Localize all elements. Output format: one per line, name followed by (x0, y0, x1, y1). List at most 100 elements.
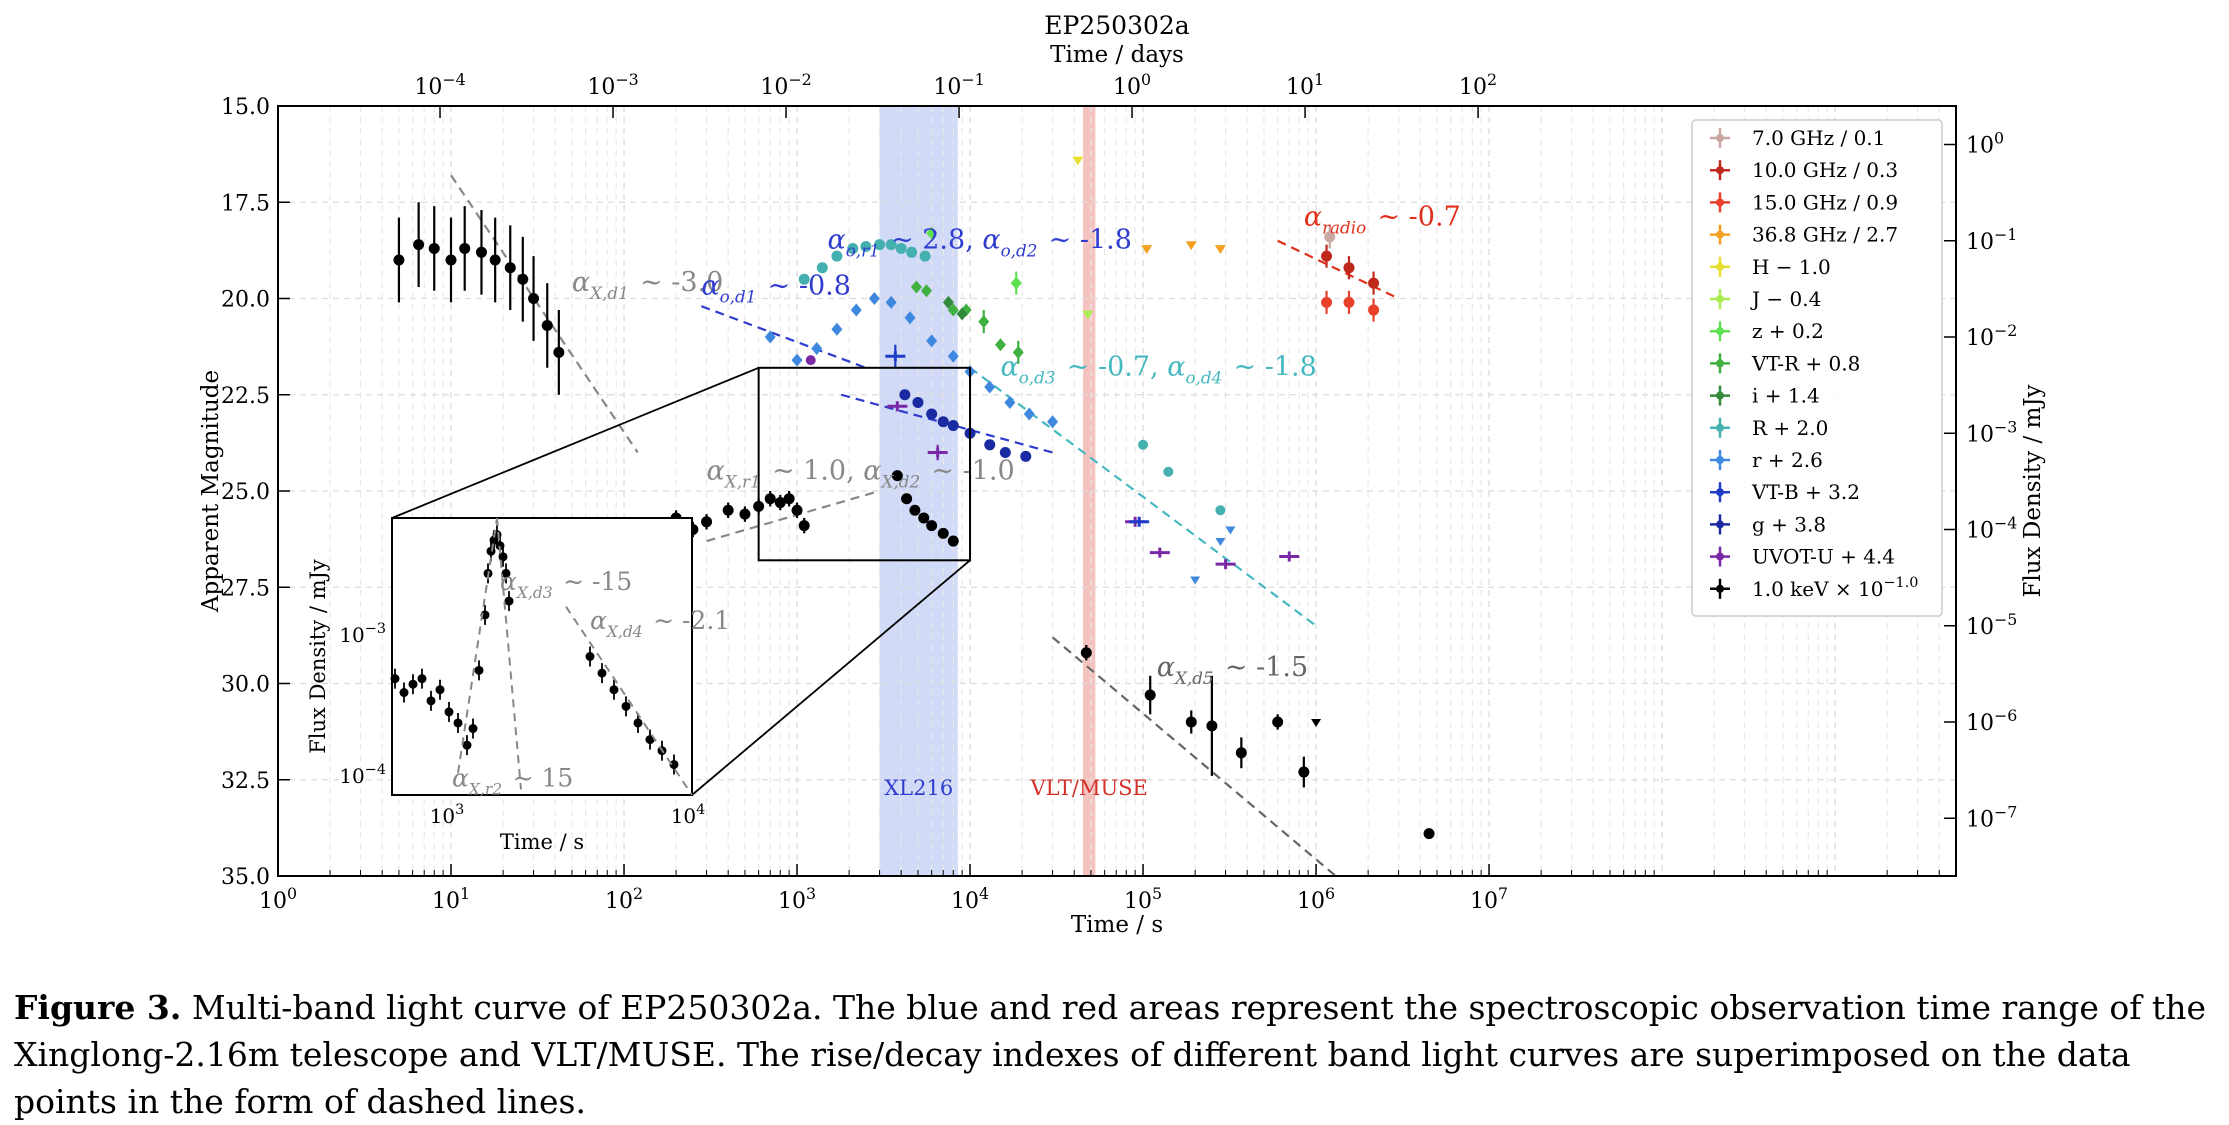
inset-point (474, 665, 484, 675)
legend-entry: VT-R + 0.8 (1751, 351, 1860, 375)
y-axis-label: Apparent Magnitude (198, 370, 224, 613)
data-point (764, 493, 776, 505)
data-point (947, 303, 959, 317)
data-point (901, 493, 913, 505)
data-point (1343, 262, 1355, 274)
data-point (874, 239, 886, 251)
data-point (1185, 241, 1197, 251)
data-point (475, 246, 487, 258)
data-point (1190, 576, 1201, 585)
shade-label-1: VLT/MUSE (1029, 776, 1147, 800)
legend-swatch-dot (1716, 166, 1724, 175)
data-point (783, 493, 795, 505)
inset-point (597, 668, 607, 678)
x-tick-label: 104 (951, 884, 989, 914)
fit-line-6 (1277, 239, 1400, 300)
inset-point (390, 674, 400, 684)
data-point (927, 447, 948, 458)
shade-label-0: XL216 (884, 776, 953, 800)
fit-label-6: αradio ∼ -0.7 (1304, 201, 1461, 237)
inset-point (417, 674, 427, 684)
right-tick-label: 10−4 (1966, 514, 2017, 544)
data-point (978, 315, 990, 329)
data-point (393, 254, 405, 266)
inset-x-label: Time / s (500, 830, 584, 854)
data-point (906, 246, 918, 258)
data-point (1004, 395, 1016, 409)
inset-annotation-d3: αX,d3 ∼ -15 (500, 567, 632, 602)
zoom-connector (691, 559, 971, 796)
data-point (999, 447, 1011, 458)
data-point (904, 311, 916, 325)
inset-frame (391, 517, 693, 796)
legend-swatch-dot (1716, 359, 1724, 368)
data-point (1215, 559, 1236, 570)
data-point (912, 396, 924, 408)
top-tick-label: 101 (1286, 70, 1324, 100)
data-point (805, 355, 816, 366)
data-point (984, 439, 996, 451)
top-tick-label: 10−2 (760, 70, 811, 100)
inset-point (669, 760, 679, 770)
caption-label: Figure 3. (14, 988, 182, 1027)
data-point (910, 280, 922, 294)
inset-fit-line (457, 517, 498, 773)
data-point (919, 250, 931, 262)
top-axis-label: Time / days (1050, 42, 1184, 68)
data-point (1235, 747, 1247, 759)
data-point (994, 338, 1006, 352)
data-point (885, 351, 906, 362)
legend-swatch-dot (1716, 423, 1724, 432)
data-point (1144, 689, 1156, 701)
data-point (926, 226, 938, 240)
data-point (445, 254, 457, 266)
data-point (413, 239, 425, 251)
right-tick-label: 10−6 (1966, 706, 2017, 736)
fit-label-1: αX,r1 ~ 1.0, αX,d2 ∼ -1.0 (707, 455, 1015, 491)
data-point (895, 242, 907, 254)
data-point (1215, 505, 1226, 516)
x-tick-label: 106 (1297, 884, 1335, 914)
data-point (1080, 647, 1092, 659)
data-point (937, 527, 949, 539)
data-point (791, 353, 803, 367)
fit-label-2: αX,d5 ∼ -1.5 (1157, 652, 1308, 688)
x-tick-label: 107 (1470, 884, 1508, 914)
data-point (1225, 526, 1236, 535)
fit-line-2 (1051, 636, 1337, 877)
data-point (1138, 439, 1149, 450)
data-point (909, 504, 921, 516)
data-point (1163, 466, 1174, 477)
inset-y-label: Flux Density / mJy (306, 559, 330, 754)
legend-entry: r + 2.6 (1752, 448, 1823, 472)
inset-point (633, 718, 643, 728)
legend-entry: 36.8 GHz / 2.7 (1752, 223, 1898, 247)
data-point (956, 307, 968, 321)
data-point (1321, 250, 1333, 262)
legend-box (1691, 119, 1943, 617)
legend-entry: UVOT-U + 4.4 (1752, 545, 1895, 569)
data-point (1020, 450, 1032, 462)
chart-title: EP250302a (1044, 11, 1190, 40)
data-point (1047, 415, 1059, 429)
legend-entry: J − 0.4 (1750, 287, 1821, 311)
data-point (1206, 720, 1218, 732)
data-point (701, 516, 713, 528)
legend-entry: 15.0 GHz / 0.9 (1752, 190, 1898, 214)
inset-point (609, 685, 619, 695)
legend-swatch-dot (1716, 488, 1724, 497)
data-point (764, 330, 776, 344)
x-tick-label: 102 (605, 884, 643, 914)
data-point (791, 504, 803, 516)
data-point (489, 254, 501, 266)
right-tick-label: 100 (1966, 129, 2004, 159)
fit-label-3: αo,d1 ∼ -0.8 (701, 271, 851, 307)
data-point (1149, 547, 1170, 558)
legend-entry: VT-B + 3.2 (1751, 480, 1860, 504)
x-tick-label: 100 (259, 884, 297, 914)
data-point (887, 401, 908, 412)
right-tick-label: 10−7 (1966, 802, 2017, 832)
data-point (926, 334, 938, 348)
inset-point (498, 552, 508, 562)
data-point (1279, 551, 1300, 562)
